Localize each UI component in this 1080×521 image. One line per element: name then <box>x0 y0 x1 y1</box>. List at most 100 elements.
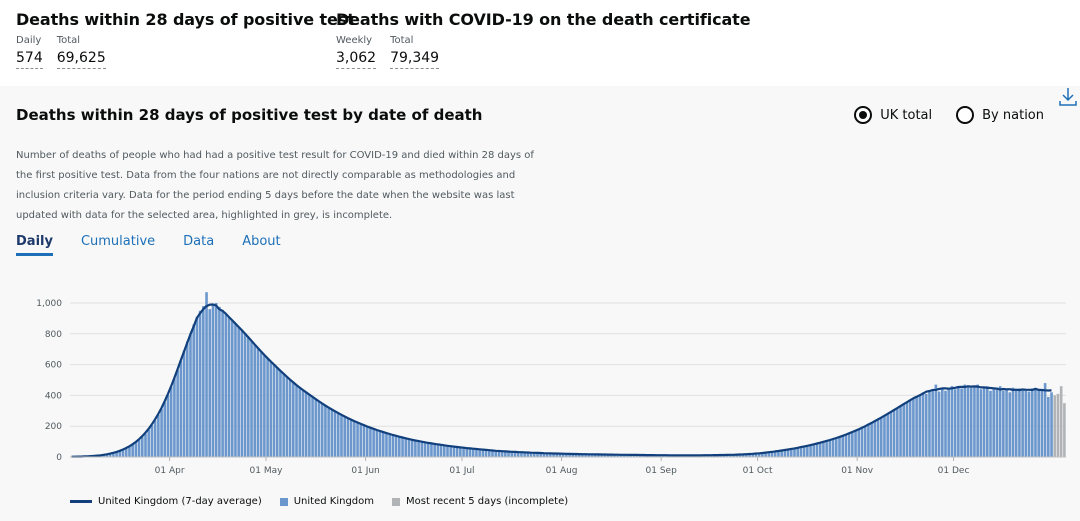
daily-bar <box>115 452 118 457</box>
metric-label: Total <box>390 35 414 46</box>
daily-bar <box>912 398 915 457</box>
chart-tabs: Daily Cumulative Data About <box>16 234 281 256</box>
x-tick-label: 01 Aug <box>546 466 578 476</box>
daily-bar <box>950 386 954 457</box>
daily-bar <box>394 435 398 457</box>
daily-bar <box>343 416 347 457</box>
daily-bar <box>767 452 771 457</box>
daily-bar <box>423 442 427 457</box>
legend-item-average[interactable]: United Kingdom (7-day average) <box>70 496 262 507</box>
daily-bar <box>1034 389 1037 457</box>
daily-bar <box>773 451 777 457</box>
daily-bar <box>928 390 931 457</box>
daily-bar <box>780 450 783 457</box>
daily-bar <box>770 451 774 457</box>
daily-bar <box>166 395 170 457</box>
x-tick-label: 01 Nov <box>841 466 874 476</box>
daily-bar <box>414 440 417 457</box>
daily-bar <box>510 451 514 457</box>
daily-bar <box>471 448 475 457</box>
daily-bar <box>847 433 851 457</box>
chart-description: Number of deaths of people who had had a… <box>16 150 534 221</box>
daily-bar <box>179 360 183 457</box>
daily-bar <box>796 447 800 457</box>
daily-bar <box>587 454 591 457</box>
daily-bar <box>124 448 128 457</box>
daily-bar <box>330 409 334 457</box>
daily-bar <box>941 387 944 457</box>
radio-by-nation[interactable]: By nation <box>956 106 1044 124</box>
metric-value[interactable]: 574 <box>16 50 43 69</box>
daily-bar <box>793 448 796 457</box>
radio-label: UK total <box>880 107 933 123</box>
daily-bar <box>288 380 292 457</box>
metric-value[interactable]: 79,349 <box>390 50 440 69</box>
daily-bar <box>221 309 224 457</box>
daily-bar <box>812 444 816 457</box>
daily-bar <box>494 450 498 457</box>
daily-bar <box>401 437 404 457</box>
metric-label: Daily <box>16 35 42 46</box>
daily-bar <box>818 442 822 457</box>
y-tick-label: 200 <box>45 422 62 432</box>
daily-bar <box>234 323 237 457</box>
legend-item-incomplete[interactable]: Most recent 5 days (incomplete) <box>392 496 568 507</box>
legend-label: United Kingdom (7-day average) <box>98 496 262 507</box>
daily-bar <box>112 453 115 457</box>
y-tick-label: 1,000 <box>36 299 62 309</box>
daily-bar <box>160 408 163 457</box>
headline-death-certificate: Deaths with COVID-19 on the death certif… <box>336 10 751 69</box>
daily-bar <box>317 401 321 457</box>
daily-bar <box>838 436 841 457</box>
tab-about[interactable]: About <box>242 234 281 249</box>
radio-uk-total[interactable]: UK total <box>854 106 932 124</box>
metric-value[interactable]: 3,062 <box>336 50 377 69</box>
radio-unchecked-icon[interactable] <box>956 106 975 124</box>
daily-bar <box>610 454 613 457</box>
daily-bar <box>333 411 337 457</box>
daily-bar <box>176 369 179 457</box>
daily-bar <box>336 413 340 457</box>
daily-bar <box>308 394 311 457</box>
daily-bar <box>526 452 530 457</box>
daily-bar <box>953 389 957 457</box>
daily-bar <box>291 383 295 457</box>
daily-bar <box>777 450 780 457</box>
chart-legend: United Kingdom (7-day average) United Ki… <box>70 496 568 507</box>
radio-checked-icon[interactable] <box>854 106 873 124</box>
daily-bar <box>465 448 469 457</box>
daily-bar <box>375 430 379 457</box>
daily-bar <box>131 444 134 457</box>
daily-bar <box>253 344 257 457</box>
daily-bar <box>487 450 491 457</box>
daily-bar <box>844 434 848 457</box>
daily-bar <box>571 453 575 457</box>
tab-data[interactable]: Data <box>183 234 215 249</box>
tab-daily[interactable]: Daily <box>16 234 53 256</box>
daily-bar <box>205 292 208 457</box>
daily-bar <box>532 452 536 457</box>
metric-value[interactable]: 69,625 <box>56 50 106 69</box>
daily-bar <box>590 454 594 457</box>
daily-bar <box>577 454 581 457</box>
daily-bar <box>163 402 167 457</box>
download-icon[interactable] <box>1058 86 1078 108</box>
daily-bar <box>1030 388 1034 457</box>
daily-bar <box>147 429 151 457</box>
tab-cumulative[interactable]: Cumulative <box>80 234 156 249</box>
x-tick-label: 01 Apr <box>155 466 185 476</box>
daily-bar <box>478 449 481 457</box>
legend-bar-swatch <box>279 497 288 506</box>
daily-bar <box>475 448 478 457</box>
daily-bar <box>754 453 758 457</box>
daily-bar <box>269 361 273 457</box>
daily-bar <box>1014 390 1018 457</box>
daily-bar <box>346 418 350 457</box>
daily-bar <box>385 433 388 457</box>
daily-bar <box>867 424 870 457</box>
daily-bar <box>783 450 787 457</box>
daily-bar <box>497 451 501 457</box>
headline-title: Deaths with COVID-19 on the death certif… <box>336 10 751 29</box>
x-tick-label: 01 Jul <box>449 466 474 476</box>
legend-item-daily[interactable]: United Kingdom <box>279 496 374 507</box>
